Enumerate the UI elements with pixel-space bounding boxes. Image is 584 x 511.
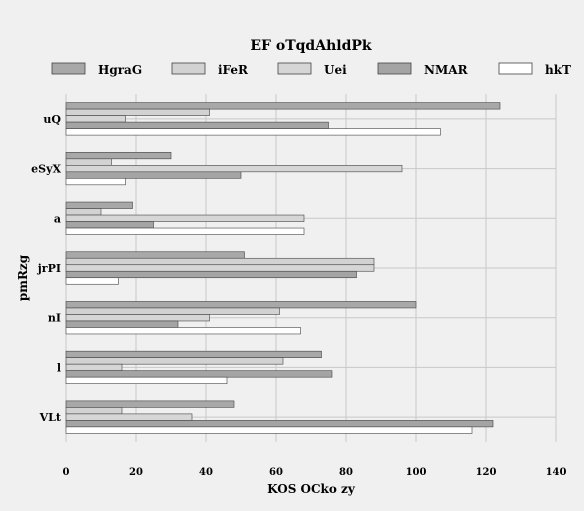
bar (65, 357, 284, 365)
bar (65, 221, 154, 229)
bar (65, 376, 228, 384)
legend-label: NMAR (424, 63, 469, 77)
bar (65, 327, 301, 335)
bar (65, 158, 112, 166)
legend-label: HgraG (98, 63, 142, 77)
y-category-label: l (57, 361, 61, 374)
bar (65, 400, 235, 408)
x-axis-label: KOS OCko zy (267, 482, 356, 496)
bar (65, 277, 119, 285)
legend-swatch (498, 62, 533, 75)
bar (65, 115, 126, 123)
bar (65, 128, 441, 136)
legend-swatch (171, 62, 206, 75)
bars (65, 102, 501, 434)
bar (65, 420, 494, 428)
bar (65, 350, 322, 358)
legend-swatch (51, 62, 86, 75)
chart-title: EF oTqdAhldPk (250, 38, 371, 54)
y-category-label: VLt (39, 411, 62, 424)
bar (65, 121, 329, 129)
legend: HgraG iFeR Uei NMAR hkT (51, 62, 571, 77)
bar (65, 413, 193, 421)
bar (65, 178, 126, 186)
bar (65, 208, 102, 216)
bar (65, 426, 473, 434)
bar (65, 270, 357, 279)
legend-swatch (377, 62, 412, 75)
x-tick-label: 80 (339, 467, 353, 478)
bar (65, 264, 375, 272)
y-category-label: a (54, 212, 61, 225)
bar (65, 320, 179, 328)
bar (65, 251, 245, 259)
bar (65, 152, 172, 160)
bar (65, 165, 403, 173)
bar (65, 214, 305, 222)
y-category-label: jrPI (37, 262, 61, 275)
legend-label: hkT (545, 63, 571, 77)
bar (65, 227, 305, 235)
bar (65, 257, 375, 266)
bar (65, 102, 501, 110)
bar (65, 301, 417, 309)
bar (65, 108, 210, 116)
bar (65, 407, 123, 415)
x-tick-labels: 0 20 40 60 80 100 120 140 (63, 467, 567, 478)
bar (65, 201, 133, 209)
bar (65, 314, 210, 322)
x-tick-label: 60 (269, 467, 283, 478)
x-tick-label: 20 (129, 467, 143, 478)
x-tick-label: 0 (63, 467, 70, 478)
bar (65, 307, 280, 315)
legend-swatch (277, 62, 312, 75)
x-tick-label: 140 (546, 467, 567, 478)
y-axis-label: pmRzg (16, 254, 30, 301)
x-tick-label: 40 (199, 467, 213, 478)
y-category-label: eSyX (31, 163, 61, 176)
y-category-labels: uQ eSyX a jrPI nI l VLt (31, 113, 62, 424)
x-tick-label: 120 (476, 467, 497, 478)
y-category-label: nI (48, 312, 61, 325)
bar (65, 171, 242, 179)
x-tick-label: 100 (406, 467, 427, 478)
y-category-label: uQ (43, 113, 61, 126)
legend-label: Uei (324, 63, 347, 77)
legend-label: iFeR (218, 63, 249, 77)
bar (65, 370, 333, 378)
bar (65, 363, 123, 371)
